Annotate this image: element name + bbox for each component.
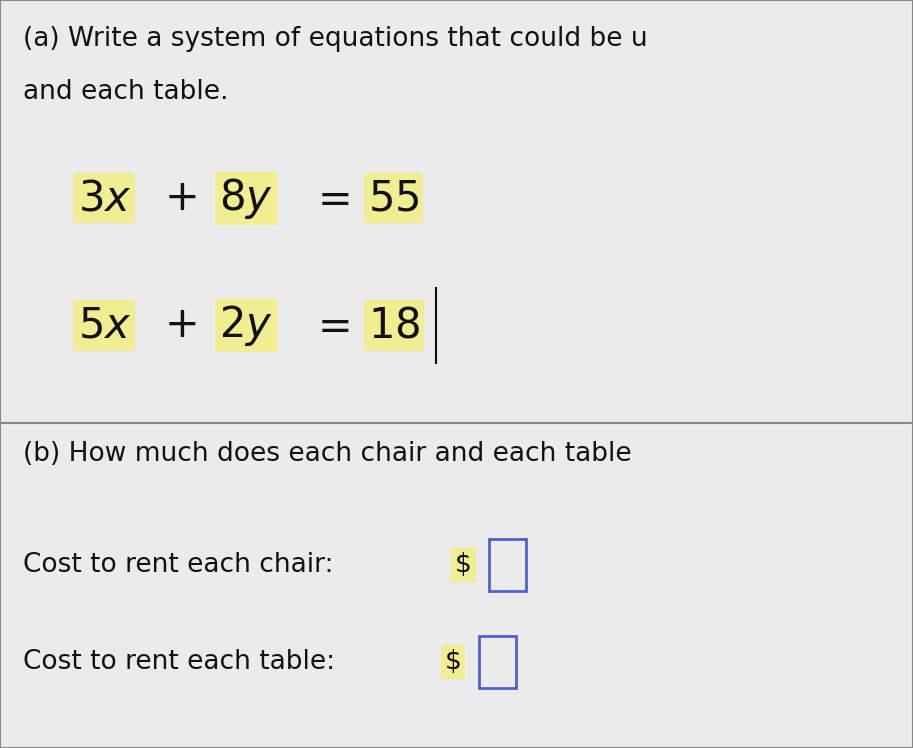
Text: and each table.: and each table. xyxy=(23,79,228,105)
Text: $=$: $=$ xyxy=(309,304,349,346)
Text: Cost to rent each table:: Cost to rent each table: xyxy=(23,649,343,675)
Text: $: $ xyxy=(445,649,461,675)
Text: $8y$: $8y$ xyxy=(219,176,273,221)
Text: $=$: $=$ xyxy=(309,177,349,219)
Text: (b) How much does each chair and each table: (b) How much does each chair and each ta… xyxy=(23,441,632,468)
FancyBboxPatch shape xyxy=(479,636,516,688)
Text: (a) Write a system of equations that could be u: (a) Write a system of equations that cou… xyxy=(23,26,647,52)
Text: $+$: $+$ xyxy=(164,304,196,346)
Text: $: $ xyxy=(455,552,471,577)
FancyBboxPatch shape xyxy=(489,539,526,591)
Text: $55$: $55$ xyxy=(368,177,419,219)
Text: $+$: $+$ xyxy=(164,177,196,219)
Text: $2y$: $2y$ xyxy=(219,303,273,348)
Text: $5x$: $5x$ xyxy=(78,304,131,346)
Text: $3x$: $3x$ xyxy=(78,177,131,219)
Text: Cost to rent each chair:: Cost to rent each chair: xyxy=(23,552,341,577)
Text: $18$: $18$ xyxy=(368,304,420,346)
